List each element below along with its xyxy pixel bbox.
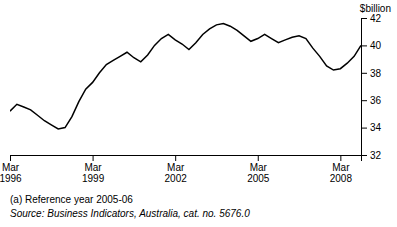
x-tick-mark [93, 155, 94, 161]
y-axis: 32 34 36 38 40 42 [361, 13, 382, 161]
x-tick-label: Mar1999 [82, 162, 105, 184]
y-tick-label: 34 [370, 122, 382, 133]
plot-area [10, 23, 361, 128]
x-tick: Mar1999 [82, 155, 105, 184]
x-tick: Mar2005 [247, 155, 270, 184]
x-axis-line [11, 156, 362, 162]
chart: Mar1996Mar1999Mar2002Mar2005Mar200832343… [0, 0, 397, 227]
y-tick-label: 32 [370, 150, 382, 161]
y-tick: 40 [361, 40, 382, 51]
y-tick: 38 [361, 68, 382, 79]
y-tick-mark [361, 45, 367, 46]
footnote: (a) Reference year 2005-06 [10, 194, 133, 205]
y-tick-mark [361, 128, 367, 129]
x-tick: Mar1996 [0, 155, 22, 184]
x-tick-label: Mar1996 [0, 162, 22, 184]
y-axis-title: $billion [360, 3, 391, 14]
x-axis: Mar1996 Mar1999 Mar2002 Mar2005 Mar2008 [0, 155, 362, 184]
x-tick: Mar2002 [165, 155, 188, 184]
x-tick: Mar2008 [330, 155, 353, 184]
x-tick-label: Mar2008 [330, 162, 353, 184]
y-tick-mark [361, 18, 367, 19]
y-tick-label: 40 [370, 40, 382, 51]
y-tick-label: 36 [370, 95, 382, 106]
x-tick-mark [258, 155, 259, 161]
y-tick-label: 38 [370, 68, 382, 79]
y-axis-line [362, 19, 368, 156]
y-tick: 42 [361, 13, 382, 24]
data-line [10, 23, 361, 128]
y-tick-mark [361, 73, 367, 74]
x-tick-mark [340, 155, 341, 161]
x-tick-mark [10, 155, 11, 161]
y-tick: 34 [361, 122, 382, 133]
x-tick-label: Mar2005 [247, 162, 270, 184]
x-tick-mark [175, 155, 176, 161]
y-tick-label: 42 [370, 13, 382, 24]
x-tick-label: Mar2002 [165, 162, 188, 184]
y-tick: 36 [361, 95, 382, 106]
footnote: Source: Business Indicators, Australia, … [10, 208, 250, 219]
y-tick: 32 [361, 150, 382, 161]
y-tick-mark [361, 100, 367, 101]
y-tick-mark [361, 155, 367, 156]
